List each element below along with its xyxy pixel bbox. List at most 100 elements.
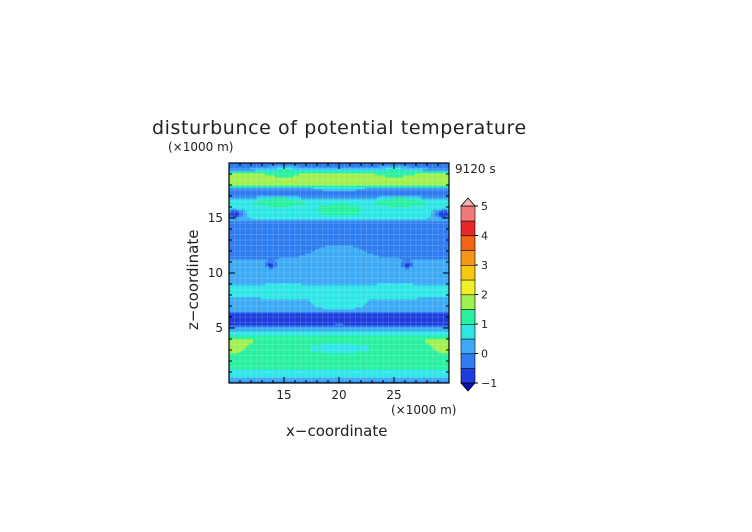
- contour-cell: [273, 357, 276, 360]
- contour-cell: [251, 363, 254, 366]
- contour-cell: [393, 355, 396, 358]
- contour-cell: [381, 369, 384, 372]
- contour-cell: [397, 381, 400, 384]
- contour-cell: [375, 363, 378, 366]
- contour-cell: [229, 363, 232, 366]
- contour-cell: [263, 365, 266, 368]
- contour-cell: [253, 379, 256, 382]
- contour-cell: [399, 359, 402, 362]
- contour-cell: [259, 375, 262, 378]
- contour-cell: [373, 361, 376, 364]
- contour-cell: [437, 377, 440, 380]
- contour-cell: [355, 377, 358, 380]
- contour-cell: [377, 363, 380, 366]
- contour-cell: [437, 361, 440, 364]
- contour-cell: [413, 363, 416, 366]
- contour-cell: [369, 375, 372, 378]
- contour-cell: [355, 373, 358, 376]
- contour-cell: [277, 355, 280, 358]
- contour-cell: [439, 371, 442, 374]
- contour-cell: [231, 381, 234, 384]
- contour-cell: [301, 371, 304, 374]
- contour-cell: [233, 361, 236, 364]
- contour-cell: [367, 373, 370, 376]
- contour-cell: [269, 371, 272, 374]
- contour-cell: [255, 365, 258, 368]
- contour-cell: [317, 361, 320, 364]
- contour-cell: [407, 375, 410, 378]
- contour-cell: [329, 365, 332, 368]
- contour-cell: [281, 375, 284, 378]
- contour-cell: [421, 357, 424, 360]
- contour-cell: [233, 381, 236, 384]
- contour-cell: [373, 357, 376, 360]
- contour-cell: [271, 365, 274, 368]
- contour-cell: [413, 369, 416, 372]
- contour-cell: [391, 381, 394, 384]
- contour-cell: [265, 373, 268, 376]
- contour-cell: [255, 377, 258, 380]
- contour-cell: [437, 369, 440, 372]
- contour-cell: [415, 375, 418, 378]
- contour-cell: [383, 369, 386, 372]
- contour-cell: [445, 357, 448, 360]
- contour-cell: [389, 367, 392, 370]
- contour-cell: [265, 365, 268, 368]
- contour-cell: [337, 371, 340, 374]
- contour-cell: [401, 363, 404, 366]
- contour-cell: [323, 381, 326, 384]
- contour-cell: [403, 377, 406, 380]
- contour-cell: [291, 373, 294, 376]
- contour-cell: [239, 357, 242, 360]
- contour-cell: [349, 371, 352, 374]
- contour-cell: [371, 357, 374, 360]
- contour-cell: [391, 373, 394, 376]
- contour-cell: [241, 355, 244, 358]
- contour-cell: [389, 369, 392, 372]
- contour-cell: [371, 371, 374, 374]
- contour-cell: [397, 363, 400, 366]
- contour-cell: [331, 359, 334, 362]
- contour-cell: [325, 361, 328, 364]
- contour-cell: [243, 355, 246, 358]
- contour-cell: [367, 355, 370, 358]
- contour-cell: [407, 365, 410, 368]
- contour-cell: [297, 367, 300, 370]
- contour-cell: [375, 367, 378, 370]
- contour-cell: [373, 375, 376, 378]
- contour-cell: [399, 369, 402, 372]
- contour-cell: [325, 373, 328, 376]
- contour-cell: [399, 375, 402, 378]
- contour-cell: [427, 371, 430, 374]
- contour-cell: [249, 359, 252, 362]
- contour-cell: [423, 379, 426, 382]
- contour-cell: [313, 363, 316, 366]
- contour-cell: [443, 373, 446, 376]
- contour-cell: [295, 371, 298, 374]
- contour-cell: [253, 359, 256, 362]
- contour-cell: [395, 357, 398, 360]
- contour-cell: [229, 379, 232, 382]
- contour-cell: [359, 359, 362, 362]
- contour-cell: [425, 361, 428, 364]
- contour-cell: [265, 359, 268, 362]
- contour-cell: [427, 375, 430, 378]
- contour-cell: [309, 375, 312, 378]
- contour-cell: [435, 373, 438, 376]
- contour-cell: [253, 361, 256, 364]
- contour-cell: [411, 367, 414, 370]
- contour-cell: [383, 359, 386, 362]
- contour-cell: [441, 361, 444, 364]
- contour-cell: [363, 373, 366, 376]
- contour-cell: [435, 381, 438, 384]
- contour-cell: [395, 371, 398, 374]
- contour-cell: [439, 363, 442, 366]
- contour-cell: [357, 375, 360, 378]
- contour-cell: [373, 373, 376, 376]
- contour-cell: [241, 357, 244, 360]
- contour-cell: [305, 359, 308, 362]
- contour-cell: [251, 379, 254, 382]
- contour-cell: [427, 367, 430, 370]
- contour-cell: [379, 379, 382, 382]
- contour-cell: [353, 377, 356, 380]
